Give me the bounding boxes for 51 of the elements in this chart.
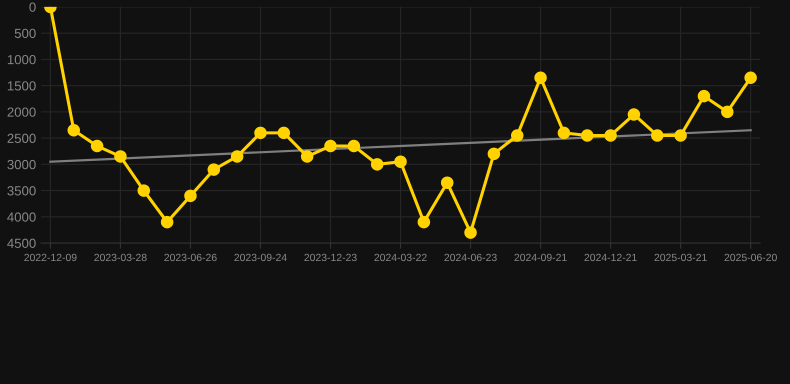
point bbox=[348, 140, 360, 152]
point bbox=[581, 129, 594, 142]
x-tick-label: 2025-03-21 bbox=[654, 254, 707, 262]
point bbox=[208, 163, 220, 176]
point bbox=[138, 184, 150, 197]
point bbox=[184, 190, 197, 202]
point bbox=[558, 126, 570, 140]
point bbox=[300, 150, 314, 163]
point bbox=[370, 158, 384, 171]
y-tick-label: 4500 bbox=[7, 238, 36, 248]
y-tick-label: 1000 bbox=[8, 54, 36, 64]
point bbox=[534, 72, 547, 84]
point bbox=[114, 150, 127, 163]
point bbox=[324, 140, 337, 152]
point bbox=[230, 150, 244, 163]
point bbox=[394, 155, 407, 168]
point bbox=[90, 140, 104, 152]
point bbox=[68, 124, 80, 136]
x-tick-label: 2023-09-24 bbox=[234, 254, 287, 262]
point bbox=[674, 129, 687, 142]
x-tick-label: 2022-12-09 bbox=[24, 254, 77, 262]
point bbox=[651, 129, 664, 142]
x-tick-label: 2025-06-20 bbox=[724, 254, 777, 262]
x-tick-label: 2024-06-23 bbox=[444, 254, 497, 262]
point bbox=[440, 176, 454, 189]
point bbox=[278, 126, 290, 140]
point bbox=[721, 106, 734, 118]
point bbox=[510, 129, 524, 142]
x-tick-label: 2023-03-28 bbox=[94, 254, 147, 262]
y-tick-label: 2500 bbox=[8, 134, 36, 144]
x-tick-label: 2023-12-23 bbox=[304, 254, 357, 262]
point bbox=[628, 108, 640, 121]
point bbox=[160, 216, 174, 228]
y-tick-label: 3000 bbox=[7, 160, 36, 170]
x-tick-label: 2024-03-22 bbox=[374, 254, 427, 262]
point bbox=[698, 90, 710, 102]
y-tick-label: 3500 bbox=[7, 186, 36, 196]
point bbox=[604, 129, 617, 142]
point bbox=[254, 126, 267, 140]
y-tick-label: 2000 bbox=[8, 107, 36, 117]
x-tick-label: 2024-12-21 bbox=[584, 254, 637, 262]
point bbox=[744, 72, 757, 84]
y-tick-label: 4000 bbox=[7, 212, 36, 222]
y-tick-label: 1500 bbox=[8, 81, 36, 91]
y-tick-label: 0 bbox=[29, 2, 36, 12]
point bbox=[488, 148, 500, 160]
x-tick-label: 2024-09-21 bbox=[514, 254, 567, 262]
point bbox=[418, 216, 430, 228]
point bbox=[464, 226, 477, 239]
x-tick-label: 2023-06-26 bbox=[164, 254, 217, 262]
y-tick-label: 500 bbox=[14, 28, 36, 38]
